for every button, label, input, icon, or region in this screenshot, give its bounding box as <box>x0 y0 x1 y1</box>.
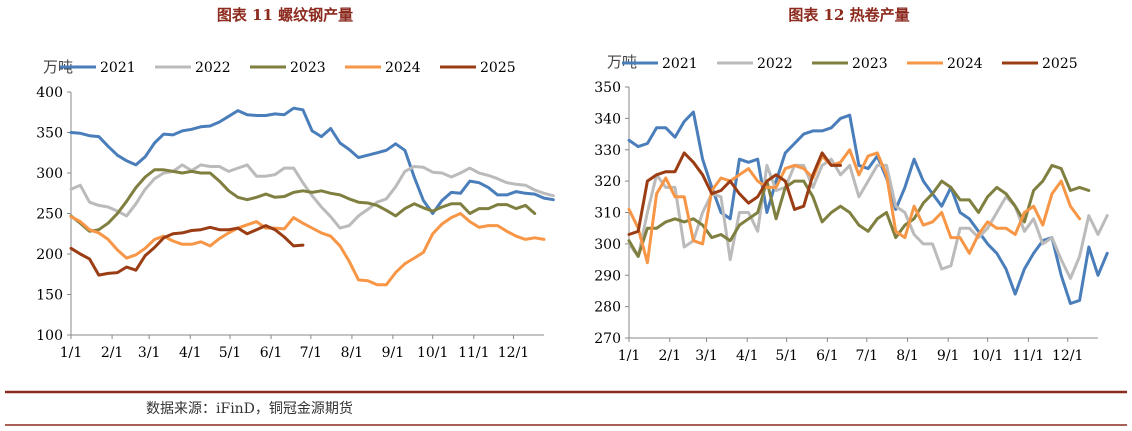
y-axis: 270 280 290 300 310 320 330 340 350 <box>594 80 630 347</box>
x-tick-label: 12/1 <box>498 345 529 361</box>
legend-label: 2022 <box>757 56 793 72</box>
x-tick-label: 10/1 <box>417 345 448 361</box>
x-tick-label: 8/1 <box>896 348 919 364</box>
y-tick-label: 310 <box>594 206 621 222</box>
x-tick-label: 6/1 <box>816 348 839 364</box>
x-tick-label: 7/1 <box>300 345 323 361</box>
chart-rebar-production: 图表 11 螺纹钢产量 万吨 2021 2022 2023 2024 2025 1001… <box>36 6 555 361</box>
legend: 2021 2022 2023 2024 2025 <box>622 56 1078 72</box>
y-tick-label: 280 <box>594 300 621 316</box>
series-line-2025 <box>627 151 842 236</box>
y-tick-label: 350 <box>594 80 621 96</box>
legend-item-2023: 2023 <box>250 60 326 76</box>
y-tick-label: 150 <box>36 288 63 304</box>
x-tick-label: 5/1 <box>219 345 242 361</box>
series-line-2021 <box>69 106 555 215</box>
y-tick-label: 300 <box>36 166 63 182</box>
legend-item-2022: 2022 <box>155 60 231 76</box>
x-tick-label: 9/1 <box>382 345 405 361</box>
series-line-2023 <box>69 168 537 233</box>
x-tick-label: 1/1 <box>60 345 83 361</box>
x-tick-label: 2/1 <box>658 348 681 364</box>
legend-item-2021: 2021 <box>622 56 698 72</box>
legend-label: 2023 <box>290 60 326 76</box>
y-tick-label: 340 <box>594 111 621 127</box>
x-tick-label: 4/1 <box>179 345 202 361</box>
y-tick-label: 250 <box>36 207 63 223</box>
x-tick-label: 3/1 <box>138 345 161 361</box>
series-line-2024 <box>627 148 1082 265</box>
plot-area <box>627 110 1109 305</box>
x-tick-label: 10/1 <box>972 348 1003 364</box>
legend-item-2024: 2024 <box>907 56 983 72</box>
x-axis: 1/1 2/1 3/1 4/1 5/1 6/1 7/1 8/1 9/1 10/1 11/1 12/1 <box>618 337 1098 364</box>
x-tick-label: 9/1 <box>937 348 960 364</box>
series-line-2022 <box>69 163 555 230</box>
y-tick-label: 330 <box>594 143 621 159</box>
y-tick-label: 350 <box>36 126 63 142</box>
legend-label: 2024 <box>385 60 421 76</box>
x-tick-label: 1/1 <box>618 348 641 364</box>
legend-item-2021: 2021 <box>60 60 136 76</box>
y-axis: 100 150 200 250 300 350 400 <box>36 85 72 344</box>
legend-label: 2025 <box>480 60 516 76</box>
x-tick-label: 5/1 <box>775 348 798 364</box>
plot-area <box>69 106 555 287</box>
legend-item-2025: 2025 <box>1002 56 1078 72</box>
x-tick-label: 8/1 <box>341 345 364 361</box>
legend: 2021 2022 2023 2024 2025 <box>60 60 516 76</box>
source-note: 数据来源：iFinD，铜冠金源期货 <box>146 400 353 417</box>
y-tick-label: 320 <box>594 174 621 190</box>
x-tick-label: 6/1 <box>260 345 283 361</box>
y-tick-label: 400 <box>36 85 63 101</box>
y-tick-label: 100 <box>36 328 63 344</box>
legend-item-2022: 2022 <box>717 56 793 72</box>
y-axis-unit: 万吨 <box>43 58 73 76</box>
legend-label: 2022 <box>195 60 231 76</box>
y-tick-label: 290 <box>594 268 621 284</box>
x-tick-label: 3/1 <box>695 348 718 364</box>
x-tick-label: 7/1 <box>856 348 879 364</box>
y-tick-label: 300 <box>594 237 621 253</box>
legend-label: 2025 <box>1042 56 1078 72</box>
x-tick-label: 12/1 <box>1052 348 1083 364</box>
legend-label: 2023 <box>852 56 888 72</box>
legend-label: 2021 <box>100 60 136 76</box>
legend-item-2024: 2024 <box>345 60 421 76</box>
x-tick-label: 4/1 <box>736 348 759 364</box>
x-tick-label: 11/1 <box>458 345 489 361</box>
x-tick-label: 11/1 <box>1013 348 1044 364</box>
series-line-2025 <box>69 224 305 277</box>
y-tick-label: 200 <box>36 247 63 263</box>
legend-label: 2021 <box>662 56 698 72</box>
chart-title: 图表 12 热卷产量 <box>788 6 909 24</box>
y-tick-label: 270 <box>594 331 621 347</box>
x-axis: 1/1 2/1 3/1 4/1 5/1 6/1 7/1 8/1 9/1 10/1 11/1 12/1 <box>60 334 544 361</box>
series-line-2024 <box>69 212 546 287</box>
chart-title: 图表 11 螺纹钢产量 <box>217 6 353 24</box>
legend-label: 2024 <box>947 56 983 72</box>
legend-item-2025: 2025 <box>440 60 516 76</box>
legend-item-2023: 2023 <box>812 56 888 72</box>
x-tick-label: 2/1 <box>101 345 124 361</box>
series-line-2022 <box>627 157 1109 280</box>
series-line-2021 <box>627 110 1109 305</box>
